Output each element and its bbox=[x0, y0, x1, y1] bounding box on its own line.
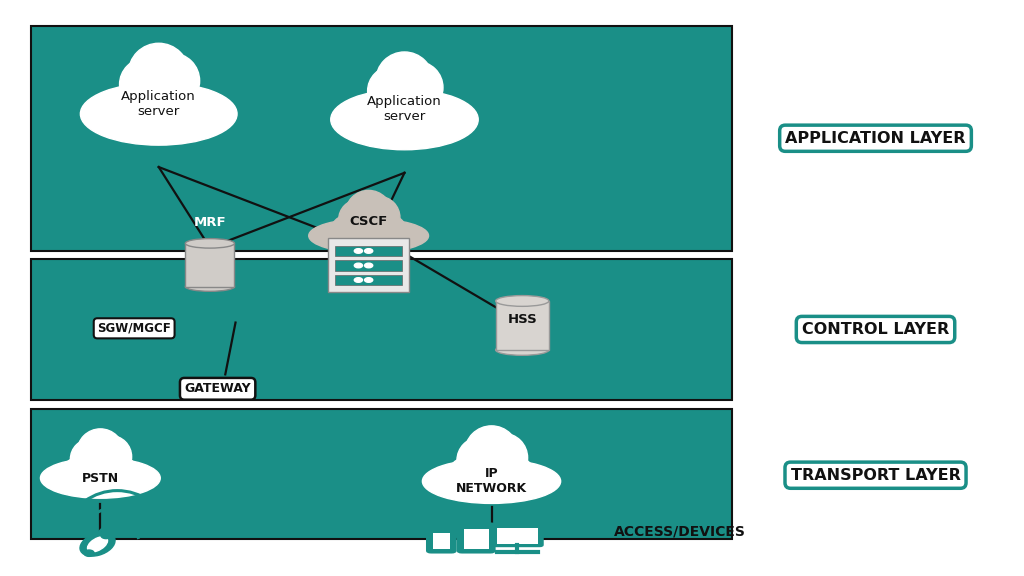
Ellipse shape bbox=[407, 92, 452, 138]
Ellipse shape bbox=[493, 457, 537, 499]
Ellipse shape bbox=[422, 459, 561, 503]
Ellipse shape bbox=[463, 442, 520, 501]
Text: Application
server: Application server bbox=[122, 90, 196, 118]
Circle shape bbox=[354, 278, 362, 282]
Text: MRF: MRF bbox=[194, 216, 226, 229]
Ellipse shape bbox=[128, 43, 189, 104]
FancyBboxPatch shape bbox=[328, 238, 410, 292]
FancyBboxPatch shape bbox=[496, 301, 549, 350]
Text: Application
server: Application server bbox=[368, 96, 441, 123]
FancyBboxPatch shape bbox=[31, 26, 732, 251]
Ellipse shape bbox=[80, 83, 238, 145]
Ellipse shape bbox=[496, 295, 549, 306]
Ellipse shape bbox=[77, 429, 124, 475]
Ellipse shape bbox=[357, 92, 402, 138]
Ellipse shape bbox=[374, 75, 435, 138]
FancyBboxPatch shape bbox=[426, 527, 457, 554]
Ellipse shape bbox=[331, 89, 478, 150]
Text: ACCESS/DEVICES: ACCESS/DEVICES bbox=[614, 524, 746, 538]
Text: PSTN: PSTN bbox=[82, 472, 119, 484]
Ellipse shape bbox=[161, 85, 209, 134]
Circle shape bbox=[365, 263, 373, 268]
Ellipse shape bbox=[71, 439, 111, 479]
FancyBboxPatch shape bbox=[31, 259, 732, 400]
FancyBboxPatch shape bbox=[336, 260, 401, 271]
Ellipse shape bbox=[41, 458, 160, 498]
Ellipse shape bbox=[465, 426, 518, 480]
Ellipse shape bbox=[390, 61, 443, 114]
Ellipse shape bbox=[101, 532, 111, 539]
FancyBboxPatch shape bbox=[432, 533, 451, 549]
FancyBboxPatch shape bbox=[336, 246, 401, 256]
Text: CSCF: CSCF bbox=[349, 215, 388, 228]
Ellipse shape bbox=[370, 215, 408, 252]
Ellipse shape bbox=[126, 67, 191, 134]
Ellipse shape bbox=[185, 238, 234, 248]
Circle shape bbox=[365, 278, 373, 282]
Ellipse shape bbox=[80, 533, 115, 556]
Text: CONTROL LAYER: CONTROL LAYER bbox=[802, 322, 949, 337]
Ellipse shape bbox=[478, 433, 527, 482]
Ellipse shape bbox=[446, 457, 489, 499]
Ellipse shape bbox=[345, 191, 392, 237]
Ellipse shape bbox=[75, 444, 126, 495]
FancyBboxPatch shape bbox=[336, 275, 401, 285]
FancyBboxPatch shape bbox=[464, 529, 488, 549]
Ellipse shape bbox=[357, 196, 400, 239]
Text: SGW/MGCF: SGW/MGCF bbox=[97, 322, 171, 335]
FancyBboxPatch shape bbox=[31, 409, 732, 539]
Circle shape bbox=[354, 249, 362, 253]
Circle shape bbox=[365, 249, 373, 253]
Ellipse shape bbox=[185, 282, 234, 291]
Ellipse shape bbox=[343, 203, 394, 253]
Text: APPLICATION LAYER: APPLICATION LAYER bbox=[785, 131, 966, 146]
Text: GATEWAY: GATEWAY bbox=[184, 382, 251, 395]
Ellipse shape bbox=[309, 218, 428, 253]
Ellipse shape bbox=[144, 53, 200, 109]
Text: HSS: HSS bbox=[507, 313, 538, 326]
FancyBboxPatch shape bbox=[457, 522, 496, 554]
Ellipse shape bbox=[89, 435, 132, 478]
Ellipse shape bbox=[330, 215, 368, 252]
Text: IP
NETWORK: IP NETWORK bbox=[456, 467, 527, 495]
Ellipse shape bbox=[339, 200, 379, 240]
Ellipse shape bbox=[368, 66, 417, 116]
Ellipse shape bbox=[457, 437, 503, 483]
Ellipse shape bbox=[376, 52, 433, 109]
FancyBboxPatch shape bbox=[497, 528, 538, 544]
Circle shape bbox=[354, 263, 362, 268]
Ellipse shape bbox=[496, 344, 549, 355]
Ellipse shape bbox=[87, 537, 108, 552]
Ellipse shape bbox=[84, 550, 94, 556]
FancyBboxPatch shape bbox=[490, 524, 544, 547]
Text: TRANSPORT LAYER: TRANSPORT LAYER bbox=[791, 468, 961, 483]
Ellipse shape bbox=[101, 457, 139, 494]
Ellipse shape bbox=[61, 457, 99, 494]
FancyBboxPatch shape bbox=[185, 244, 234, 286]
Ellipse shape bbox=[120, 58, 172, 111]
Ellipse shape bbox=[109, 85, 157, 134]
